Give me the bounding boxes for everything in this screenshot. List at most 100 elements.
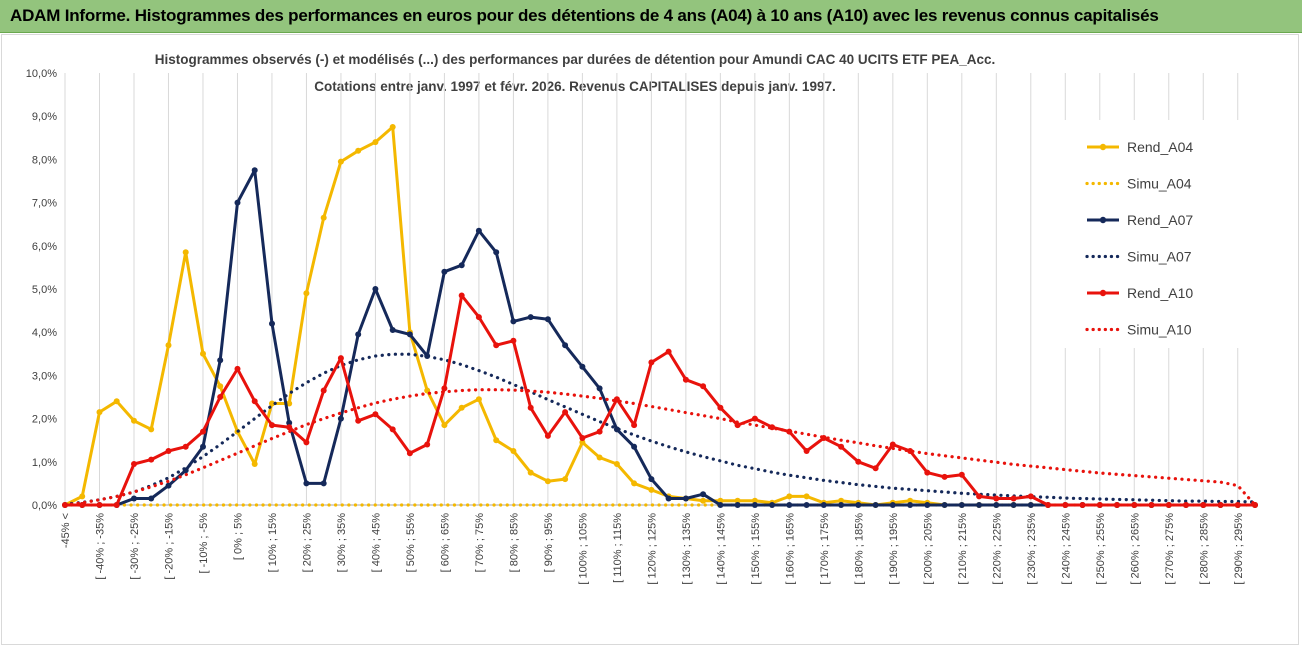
data-point bbox=[631, 422, 638, 429]
legend-item: Simu_A07 bbox=[1085, 249, 1192, 265]
data-point bbox=[510, 318, 517, 325]
data-point bbox=[1027, 493, 1034, 500]
data-point bbox=[337, 158, 344, 165]
data-point bbox=[355, 331, 362, 338]
data-point bbox=[79, 493, 86, 500]
data-point bbox=[217, 383, 224, 390]
data-point bbox=[96, 502, 103, 508]
x-tick-label: [ 80% ; 85% bbox=[508, 513, 520, 573]
data-point bbox=[838, 502, 845, 508]
data-point bbox=[1096, 502, 1103, 508]
data-point bbox=[907, 502, 914, 508]
data-point bbox=[493, 342, 500, 349]
report-banner-title: ADAM Informe. Histogrammes des performan… bbox=[10, 6, 1159, 25]
data-point bbox=[562, 409, 569, 416]
data-point bbox=[182, 249, 189, 256]
legend-label: Simu_A07 bbox=[1127, 249, 1192, 265]
data-point bbox=[131, 495, 137, 502]
data-point bbox=[182, 443, 189, 450]
y-tick-label: 4,0% bbox=[32, 327, 57, 339]
data-point bbox=[631, 443, 638, 450]
x-tick-label: [ -30% ; -25% bbox=[129, 513, 141, 580]
data-point bbox=[682, 376, 689, 383]
data-point bbox=[113, 398, 120, 405]
data-point bbox=[269, 422, 275, 429]
data-point bbox=[734, 502, 741, 508]
x-tick-label: [ 60% ; 65% bbox=[439, 513, 451, 573]
data-point bbox=[510, 337, 517, 344]
data-point bbox=[1131, 502, 1138, 508]
x-tick-label: [ 240% ; 245% bbox=[1060, 513, 1072, 585]
legend-box bbox=[1062, 120, 1242, 348]
data-point bbox=[320, 480, 327, 487]
x-tick-label: [ -10% ; -5% bbox=[198, 513, 210, 574]
data-point bbox=[941, 473, 948, 480]
data-point bbox=[1234, 502, 1241, 508]
data-point bbox=[734, 422, 741, 429]
data-point bbox=[148, 426, 155, 433]
x-tick-label: [ 200% ; 205% bbox=[922, 513, 934, 585]
data-point bbox=[510, 448, 517, 454]
data-point bbox=[113, 502, 120, 508]
data-point bbox=[355, 147, 362, 154]
x-tick-label: [ 160% ; 165% bbox=[784, 513, 796, 585]
legend-label: Rend_A10 bbox=[1127, 285, 1193, 301]
data-point bbox=[889, 441, 896, 448]
data-point bbox=[269, 320, 275, 327]
data-point bbox=[803, 448, 810, 454]
data-point bbox=[596, 454, 603, 461]
data-point bbox=[613, 396, 620, 403]
data-point bbox=[941, 502, 948, 508]
x-tick-label: [ 180% ; 185% bbox=[853, 513, 865, 585]
data-point bbox=[372, 411, 379, 418]
y-tick-label: 2,0% bbox=[32, 414, 57, 426]
x-tick-label: [ 140% ; 145% bbox=[715, 513, 727, 585]
data-point bbox=[475, 396, 482, 403]
data-point bbox=[493, 437, 500, 444]
data-point bbox=[751, 497, 758, 504]
y-tick-label: 3,0% bbox=[32, 370, 57, 382]
data-point bbox=[631, 480, 638, 487]
data-point bbox=[751, 502, 758, 508]
data-point bbox=[372, 286, 379, 292]
x-tick-label: [ 280% ; 285% bbox=[1198, 513, 1210, 585]
data-point bbox=[700, 491, 707, 498]
data-point bbox=[458, 292, 465, 299]
x-tick-label: [ 150% ; 155% bbox=[750, 513, 762, 585]
data-point bbox=[217, 394, 224, 400]
data-point bbox=[475, 227, 482, 234]
data-point bbox=[234, 365, 241, 372]
legend-marker bbox=[1099, 289, 1107, 297]
x-tick-label: [ 230% ; 235% bbox=[1026, 513, 1038, 585]
data-point bbox=[544, 478, 551, 485]
data-point bbox=[200, 443, 206, 450]
x-tick-label: [ 0% ; 5% bbox=[232, 513, 244, 560]
chart-title-line-1: Histogrammes observés (-) et modélisés (… bbox=[155, 52, 995, 67]
series-Rend_A10 bbox=[62, 292, 1258, 508]
x-tick-label: [ 50% ; 55% bbox=[405, 513, 417, 573]
legend-item: Simu_A04 bbox=[1085, 176, 1192, 192]
data-point bbox=[406, 331, 413, 338]
data-point bbox=[924, 469, 931, 476]
y-tick-label: 8,0% bbox=[32, 154, 57, 166]
data-point bbox=[269, 400, 275, 407]
data-point bbox=[131, 417, 137, 424]
data-point bbox=[993, 502, 1000, 508]
data-point bbox=[217, 357, 224, 364]
data-point bbox=[527, 404, 534, 411]
y-tick-label: 5,0% bbox=[32, 284, 57, 296]
data-point bbox=[907, 497, 914, 504]
data-point bbox=[700, 497, 707, 504]
data-point bbox=[303, 290, 310, 297]
data-point bbox=[717, 502, 724, 508]
data-point bbox=[579, 363, 586, 370]
data-point bbox=[648, 486, 655, 493]
data-point bbox=[303, 439, 310, 446]
series-line bbox=[63, 388, 1257, 507]
data-point bbox=[148, 456, 155, 463]
data-point bbox=[648, 476, 655, 483]
x-tick-label: [ 250% ; 255% bbox=[1095, 513, 1107, 585]
chart-frame bbox=[1, 34, 1299, 645]
y-tick-label: 9,0% bbox=[32, 111, 57, 123]
y-tick-label: 1,0% bbox=[32, 457, 57, 469]
